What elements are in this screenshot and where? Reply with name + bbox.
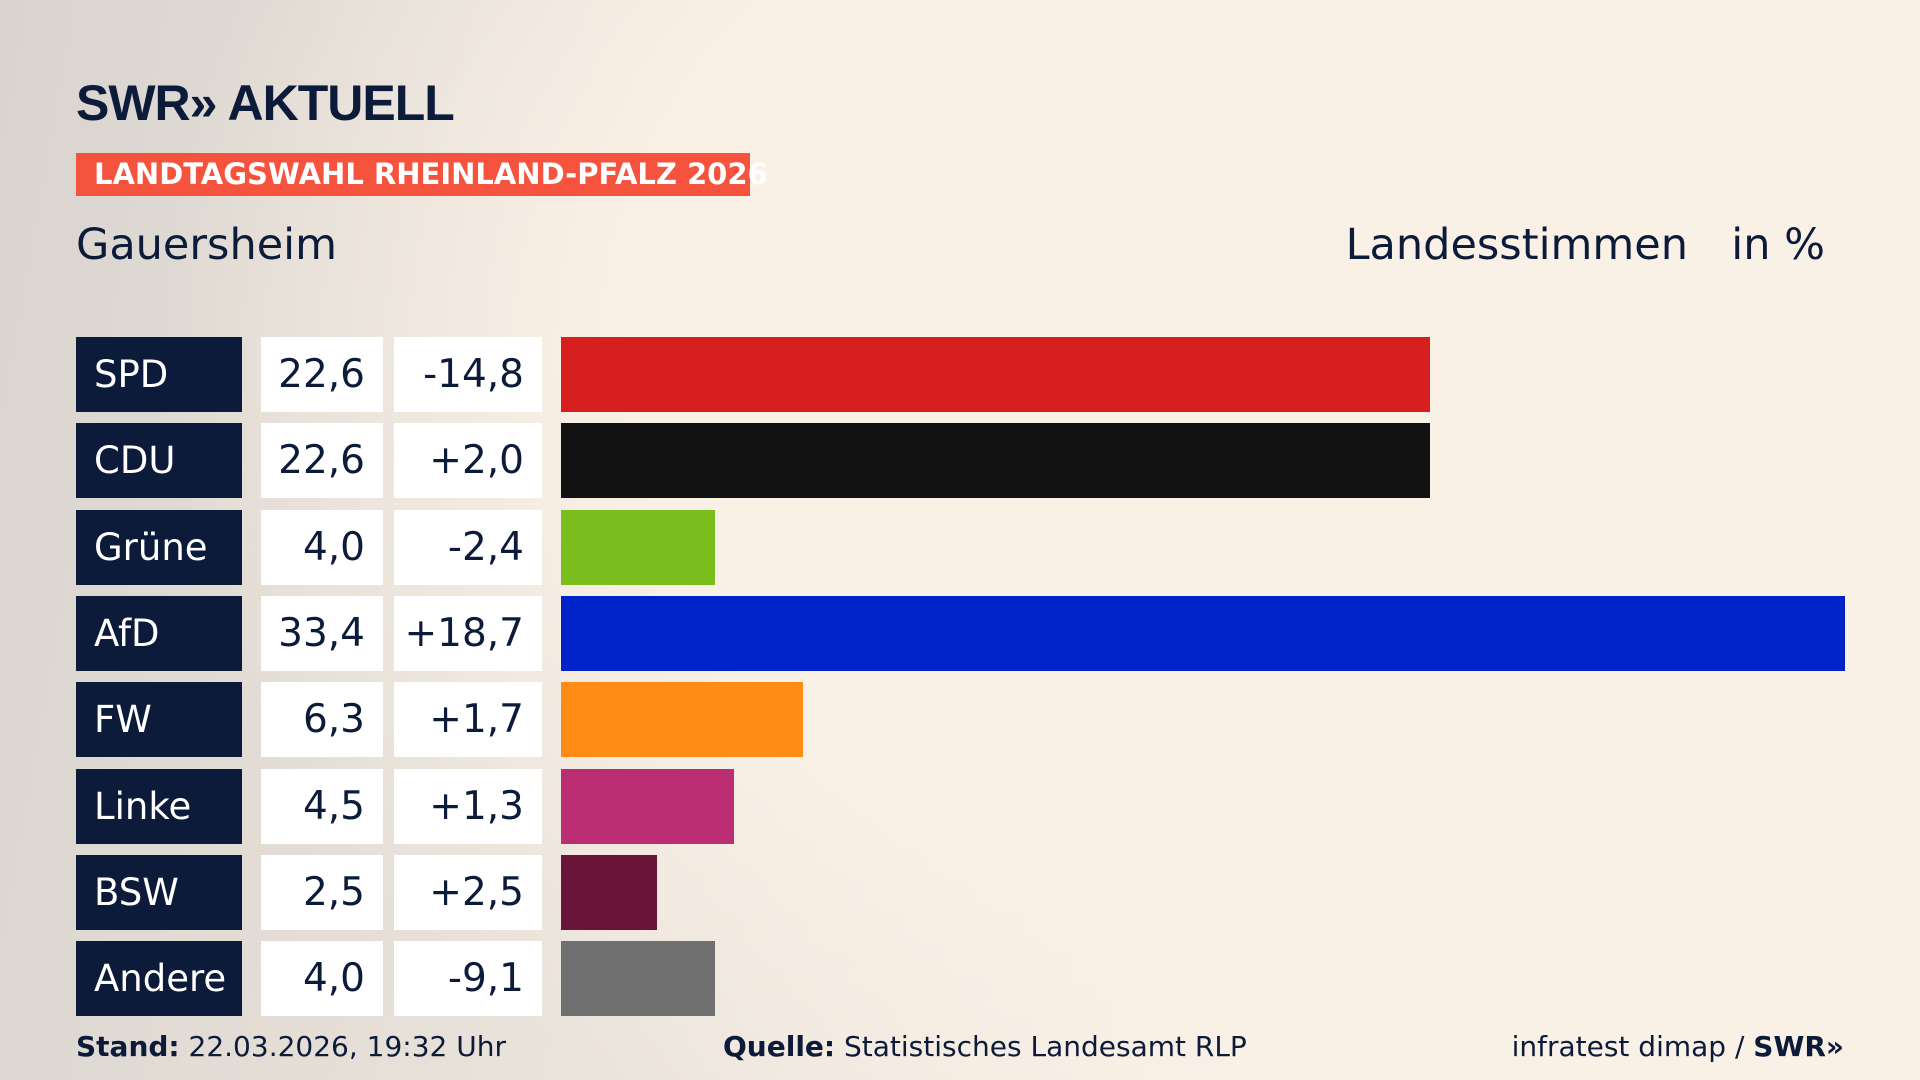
diff-label: +2,5	[394, 854, 542, 930]
source: Quelle: Statistisches Landesamt RLP	[723, 1030, 1247, 1063]
source-label: Quelle:	[723, 1030, 836, 1063]
election-banner: LANDTAGSWAHL RHEINLAND-PFALZ 2026	[76, 153, 768, 196]
diff-label: -9,1	[394, 941, 542, 1017]
diff-label: +2,0	[394, 423, 542, 499]
bar	[561, 941, 715, 1017]
swr-logo: SWR»	[1753, 1030, 1844, 1063]
row-grüne: Grüne 4,0 -2,4	[76, 509, 1876, 585]
place-title: Gauersheim	[76, 220, 338, 270]
row-fw: FW 6,3 +1,7	[76, 682, 1876, 758]
party-label: Grüne	[76, 509, 242, 585]
value-label: 6,3	[261, 682, 383, 758]
value-label: 4,5	[261, 768, 383, 844]
stand-label: Stand:	[76, 1030, 180, 1063]
diff-label: -14,8	[394, 337, 542, 412]
value-label: 22,6	[261, 423, 383, 499]
value-label: 2,5	[261, 854, 383, 930]
value-label: 4,0	[261, 941, 383, 1017]
bar	[561, 337, 1430, 412]
party-label: SPD	[76, 337, 242, 412]
value-label: 33,4	[261, 595, 383, 671]
row-linke: Linke 4,5 +1,3	[76, 768, 1876, 844]
bar	[561, 682, 804, 758]
credit-text: infratest dimap /	[1511, 1030, 1754, 1063]
metric-label: Landesstimmen	[1345, 220, 1688, 270]
party-label: Linke	[76, 768, 242, 844]
row-bsw: BSW 2,5 +2,5	[76, 854, 1876, 930]
value-label: 4,0	[261, 509, 383, 585]
source-value: Statistisches Landesamt RLP	[844, 1030, 1247, 1063]
party-label: Andere	[76, 941, 242, 1017]
bar	[561, 595, 1845, 671]
swr-aktuell-logo: SWR» AKTUELL	[76, 75, 455, 131]
bar	[561, 423, 1430, 499]
row-spd: SPD 22,6 -14,8	[76, 337, 1876, 412]
credit: infratest dimap / SWR»	[1512, 1030, 1844, 1063]
stand-value: 22.03.2026, 19:32 Uhr	[188, 1030, 506, 1063]
row-afd: AfD 33,4 +18,7	[76, 595, 1876, 671]
diff-label: +1,3	[394, 768, 542, 844]
bar	[561, 509, 715, 585]
party-label: CDU	[76, 423, 242, 499]
value-label: 22,6	[261, 337, 383, 412]
bar	[561, 854, 658, 930]
timestamp: Stand: 22.03.2026, 19:32 Uhr	[76, 1030, 506, 1063]
party-label: FW	[76, 682, 242, 758]
party-label: BSW	[76, 854, 242, 930]
unit-label: in %	[1731, 220, 1825, 270]
diff-label: -2,4	[394, 509, 542, 585]
row-andere: Andere 4,0 -9,1	[76, 941, 1876, 1017]
bar	[561, 768, 734, 844]
row-cdu: CDU 22,6 +2,0	[76, 423, 1876, 499]
diff-label: +1,7	[394, 682, 542, 758]
diff-label: +18,7	[394, 595, 542, 671]
party-label: AfD	[76, 595, 242, 671]
